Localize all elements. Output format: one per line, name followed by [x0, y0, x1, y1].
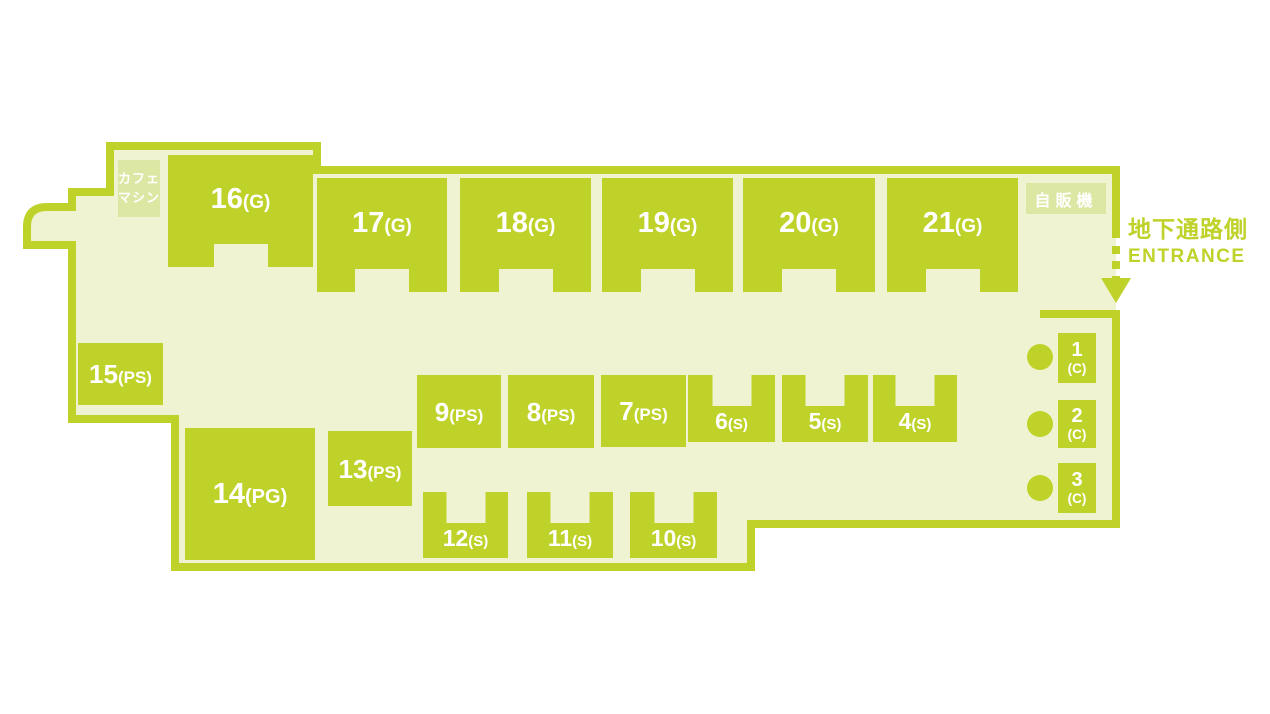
entrance-label-en: ENTRANCE	[1128, 245, 1246, 267]
seat-6-s: 6(S)	[688, 375, 775, 442]
seat-15-ps: 15(PS)	[78, 343, 163, 405]
entrance-label-jp: 地下通路側	[1128, 216, 1248, 242]
seat-17-g: 17(G)	[317, 178, 447, 292]
seat-7-ps: 7(PS)	[601, 375, 686, 447]
seat-14-pg: 14(PG)	[185, 428, 315, 560]
seat-8-ps: 8(PS)	[508, 375, 594, 448]
seat-10-s: 10(S)	[630, 492, 717, 558]
seat-opening	[712, 375, 751, 406]
seat-opening	[446, 492, 485, 523]
seat-opening	[805, 375, 845, 406]
vending-machine-area: 自販機	[1026, 183, 1106, 214]
cafe-machine-label-line2: マシン	[118, 189, 161, 205]
seat-11-s: 11(S)	[527, 492, 613, 558]
seat-4-s: 4(S)	[873, 375, 957, 442]
counter-chair-dot-3	[1027, 475, 1053, 501]
seat-16-g: 16(G)	[168, 155, 313, 267]
seat-19-g: 19(G)	[602, 178, 733, 292]
counter-chair-dot-1	[1027, 344, 1053, 370]
booth-opening	[498, 269, 553, 292]
cafe-machine-label-line1: カフェ	[118, 171, 161, 187]
counter-chair-dot-2	[1027, 411, 1053, 437]
booth-opening	[640, 269, 695, 292]
booth-opening	[213, 244, 268, 267]
seat-12-s: 12(S)	[423, 492, 508, 558]
seat-18-g: 18(G)	[460, 178, 591, 292]
seat-20-g: 20(G)	[743, 178, 875, 292]
booth-opening	[355, 269, 409, 292]
booth-opening	[925, 269, 980, 292]
seat-13-ps: 13(PS)	[328, 431, 412, 506]
seat-opening	[895, 375, 935, 406]
seat-21-g: 21(G)	[887, 178, 1018, 292]
seat-opening	[654, 492, 693, 523]
perimeter-wall	[23, 142, 1120, 571]
entrance-label: 地下通路側 ENTRANCE	[1128, 216, 1258, 268]
booth-opening	[782, 269, 836, 292]
seat-2-c: 2 (C)	[1058, 400, 1096, 448]
cafe-machine-area: カフェ マシン	[118, 160, 160, 217]
seat-5-s: 5(S)	[782, 375, 868, 442]
vending-machine-label: 自販機	[1034, 192, 1098, 210]
seat-9-ps: 9(PS)	[417, 375, 501, 448]
seat-opening	[550, 492, 590, 523]
seat-3-c: 3 (C)	[1058, 463, 1096, 513]
entrance-arrow-icon	[1101, 278, 1131, 303]
seat-1-c: 1 (C)	[1058, 333, 1096, 383]
